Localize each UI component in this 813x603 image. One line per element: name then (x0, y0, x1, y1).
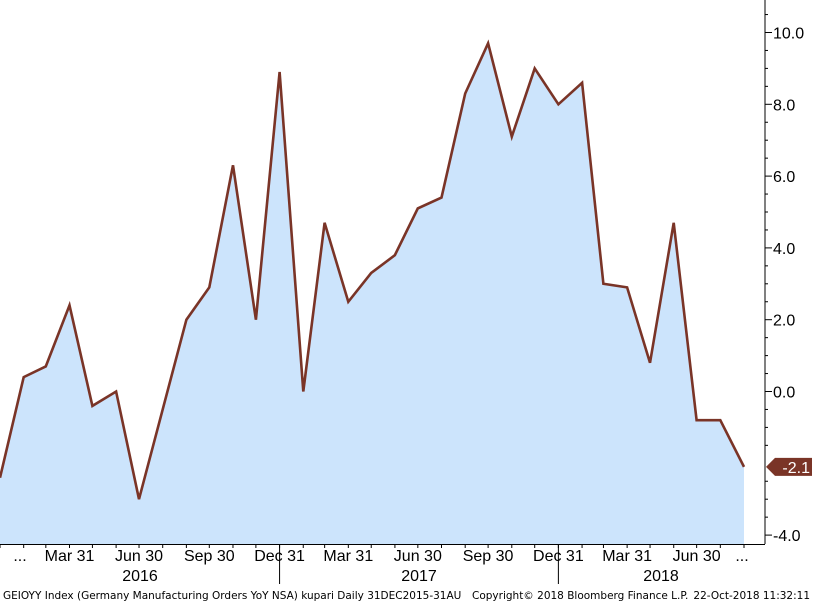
x-tick-label: ... (13, 548, 26, 565)
x-tick-label: Jun 30 (115, 548, 163, 565)
axis-layer (0, 0, 766, 545)
x-axis-ticks: ... Mar 31 Jun 30 Sep 30 Dec 31 Mar 31 Jun 30 S… (0, 544, 749, 565)
series-line-layer (0, 39, 746, 500)
x-axis-years: 2016 2017 2018 (122, 544, 679, 585)
x-year-label: 2017 (401, 568, 437, 585)
y-tick-label: 0.0 (773, 385, 795, 402)
x-year-label: 2018 (643, 568, 679, 585)
footer: GEIOYY Index (Germany Manufacturing Orde… (3, 590, 810, 602)
area-fill (0, 43, 744, 545)
x-tick-label: Jun 30 (673, 548, 721, 565)
footer-copyright: Copyright© 2018 Bloomberg Finance L.P. (472, 590, 688, 602)
y-tick-label: 10.0 (773, 26, 804, 43)
x-tick-label: Mar 31 (602, 548, 652, 565)
y-tick-label: 6.0 (773, 169, 795, 186)
last-value-marker: -2.1 (766, 457, 812, 477)
area-fill-layer (0, 43, 744, 545)
x-year-label: 2016 (122, 568, 158, 585)
y-tick-label: -4.0 (773, 528, 801, 545)
last-value-badge (766, 457, 812, 476)
x-tick-label: Sep 30 (463, 548, 514, 565)
x-tick-label: Mar 31 (323, 548, 373, 565)
y-axis-ticks: 10.0 8.0 6.0 4.0 2.0 0.0 -4.0 (765, 14, 804, 545)
y-tick-label: 8.0 (773, 97, 795, 114)
x-tick-label: Mar 31 (45, 548, 95, 565)
footer-series-info: GEIOYY Index (Germany Manufacturing Orde… (3, 590, 461, 602)
x-tick-label: Jun 30 (394, 548, 442, 565)
footer-timestamp: 22-Oct-2018 11:32:11 (693, 590, 810, 602)
last-value-label: -2.1 (782, 460, 810, 477)
x-tick-label: Sep 30 (184, 548, 235, 565)
y-tick-label: 4.0 (773, 241, 795, 258)
x-tick-label: ... (735, 548, 748, 565)
y-tick-label: 2.0 (773, 313, 795, 330)
